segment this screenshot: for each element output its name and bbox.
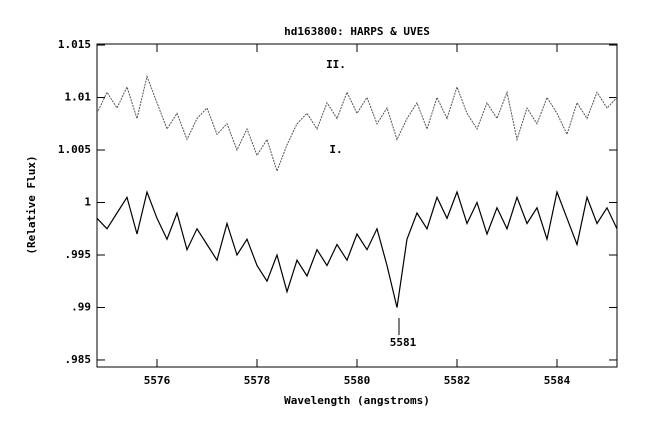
series-label: I.: [329, 143, 342, 156]
x-tick-label: 5576: [144, 374, 171, 387]
y-tick-label: .995: [65, 248, 92, 261]
annotation: 5581: [390, 336, 417, 349]
y-tick-label: .99: [71, 300, 91, 313]
y-tick-label: 1.005: [58, 143, 91, 156]
series-line: [96, 189, 618, 308]
x-tick-label: 5582: [444, 374, 471, 387]
series-label: II.: [326, 58, 346, 71]
x-tick-label: 5578: [244, 374, 271, 387]
x-tick-label: 5584: [544, 374, 571, 387]
y-tick-label: 1.015: [58, 38, 91, 51]
y-tick-label: 1: [84, 196, 91, 209]
x-axis-label: Wavelength (angstroms): [284, 394, 430, 407]
y-axis-label: (Relative Flux): [25, 155, 38, 254]
series-line: [96, 74, 618, 173]
plot-frame: [96, 43, 618, 368]
x-tick-label: 5580: [344, 374, 371, 387]
chart-title: hd163800: HARPS & UVES: [284, 25, 430, 38]
y-tick-label: 1.01: [65, 91, 92, 104]
y-tick-label: .985: [65, 353, 92, 366]
